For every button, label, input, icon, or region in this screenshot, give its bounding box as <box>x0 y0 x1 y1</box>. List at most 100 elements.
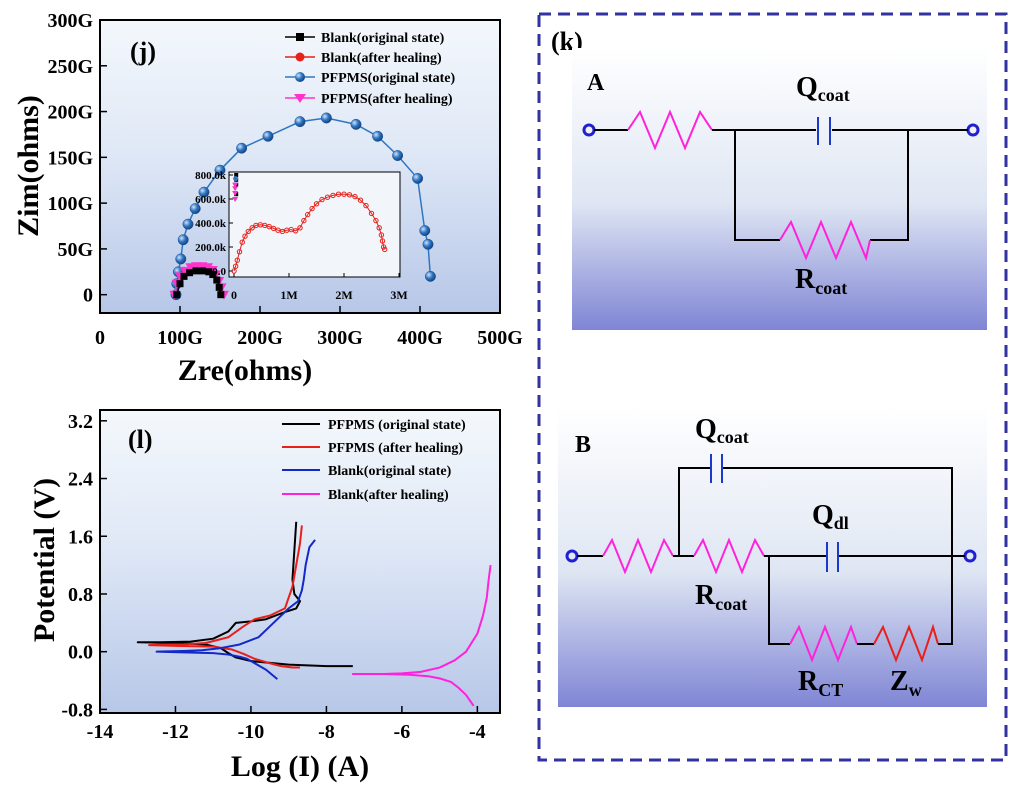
nyquist-point-blank-original-state <box>180 272 188 280</box>
inset-point-blank-after-healing <box>245 228 252 235</box>
inset-point-pfpms-after-healing <box>232 197 239 202</box>
nyquist-point-pfpms-original-state <box>236 142 248 154</box>
legend-label-pfpms-original-tafel: PFPMS (original state) <box>328 418 466 433</box>
inset-point-blank-after-healing <box>379 238 386 244</box>
nyquist-point-pfpms-original-state <box>175 253 187 265</box>
inset-axes: 0 1M 2M 3M 0.0 200.0k 400.0k 600.0k 800.0k <box>195 170 408 302</box>
circuit-a-wire <box>870 130 909 241</box>
inset-point-blank-after-healing <box>335 191 342 197</box>
circuit-a: A Qcoat Rcoat <box>572 48 987 330</box>
tafel-plot-frame <box>99 409 501 714</box>
nyquist-point-blank-original-state <box>173 291 181 299</box>
nyquist-x-axis-label: Zre(ohms) <box>178 354 312 387</box>
nyquist-point-blank-original-state <box>192 267 200 275</box>
inset-point-blank-after-healing <box>376 225 382 231</box>
inset-point-blank-after-healing <box>301 217 307 224</box>
nyquist-point-pfpms-original-state <box>182 218 194 230</box>
inset-point-blank-after-healing <box>330 192 336 199</box>
inset-point-pfpms-after-healing <box>232 182 239 188</box>
nyquist-y-tick-label: 250G <box>47 56 93 78</box>
nyquist-y-tick-label: 50G <box>57 239 93 261</box>
legend-marker-blank-original <box>296 33 304 41</box>
nyquist-plot-frame <box>99 19 501 314</box>
legend-marker-blank-healing <box>295 52 305 62</box>
circuit-a-wire <box>734 130 780 241</box>
inset-y-tick-label: 800.0k <box>195 170 227 182</box>
legend-label-pfpms-healing-tafel: PFPMS (after healing) <box>328 441 463 456</box>
nyquist-point-blank-original-state <box>198 267 206 275</box>
inset-x-tick-label: 1M <box>280 288 297 302</box>
inset-point-blank-after-healing <box>242 233 248 239</box>
nyquist-point-pfpms-original-state <box>412 172 424 184</box>
nyquist-x-tick-label: 300G <box>317 327 363 349</box>
inset-point-blank-after-healing <box>309 205 315 212</box>
tafel-x-tick-label: -4 <box>469 721 486 743</box>
nyquist-point-blank-original-state <box>209 271 217 279</box>
tafel-plot-area <box>100 410 500 713</box>
tafel-axes: -14 -12 -10 -8 -6 -4 -0.8 0.0 0.8 1.6 2.4 3.2 <box>61 411 485 743</box>
tafel-x-tick-label: -10 <box>238 721 265 743</box>
inset-point-pfpms-after-healing <box>232 186 239 192</box>
nyquist-point-pfpms-original-state <box>262 130 274 142</box>
inset-x-tick-label: 2M <box>335 288 352 302</box>
inset-y-tick-label: 200.0k <box>195 242 227 254</box>
nyquist-x-tick-label: 200G <box>237 327 283 349</box>
inset-point-blank-after-healing <box>270 225 277 232</box>
nyquist-y-tick-label: 150G <box>47 147 93 169</box>
tafel-x-axis-label: Log (I) (A) <box>231 750 369 783</box>
inset-point-blank-after-healing <box>297 225 303 231</box>
inset-point-pfpms-after-healing <box>232 191 239 196</box>
circuit-a-label: A <box>587 70 605 96</box>
tafel-y-tick-label: 1.6 <box>68 526 93 548</box>
nyquist-inset: 0 1M 2M 3M 0.0 200.0k 400.0k 600.0k 800.0k <box>195 170 408 302</box>
nyquist-plot-panel: 0 100G 200G 300G 400G 500G 0 50G 100G 150G 200G 250… <box>12 10 523 387</box>
circuit-panel: (k) A Qcoat Rcoat B <box>537 12 1008 762</box>
nyquist-point-blank-original-state <box>213 276 221 284</box>
inset-point-blank-original-state <box>234 173 239 177</box>
nyquist-x-tick-label: 0 <box>95 327 105 349</box>
nyquist-point-pfpms-after-healing <box>207 265 218 275</box>
nyquist-point-pfpms-original-state <box>189 203 201 215</box>
circuit-b-r-coat-resistor <box>693 537 765 575</box>
inset-y-tick-label: 600.0k <box>195 194 227 206</box>
inset-point-blank-after-healing <box>382 246 388 253</box>
nyquist-point-pfpms-after-healing <box>179 266 190 276</box>
tafel-x-tick-label: -6 <box>394 721 411 743</box>
inset-point-blank-original-state <box>234 192 239 197</box>
tafel-y-tick-label: 0.0 <box>68 642 93 664</box>
nyquist-point-pfpms-original-state <box>350 118 362 130</box>
circuit-a-r-coat-label: Rcoat <box>795 264 847 298</box>
nyquist-point-blank-original-state <box>186 269 194 277</box>
inset-plot-frame <box>228 171 401 278</box>
tafel-x-tick-label: -14 <box>87 721 114 743</box>
nyquist-point-blank-original-state <box>217 291 225 299</box>
nyquist-y-axis-label: Zim(ohms) <box>12 95 45 237</box>
nyquist-legend: Blank(original state) Blank(after healin… <box>285 31 455 107</box>
inset-point-blank-after-healing <box>368 210 375 217</box>
circuit-b-label: B <box>575 432 591 458</box>
circuit-b-solution-resistor <box>602 537 674 575</box>
circuit-panel-frame <box>537 12 1008 762</box>
tafel-line-blank-after-healing <box>351 564 492 707</box>
inset-point-blank-after-healing <box>249 225 255 231</box>
tafel-x-tick-label: -8 <box>318 721 335 743</box>
inset-line-blank-after-healing <box>233 193 386 272</box>
nyquist-y-tick-label: 200G <box>47 102 93 124</box>
inset-point-blank-after-healing <box>313 201 320 207</box>
inset-point-blank-after-healing <box>324 194 331 200</box>
tafel-legend: PFPMS (original state) PFPMS (after heal… <box>282 418 466 503</box>
inset-y-tick-label: 0.0 <box>212 266 226 278</box>
inset-point-blank-after-healing <box>352 193 358 200</box>
inset-point-blank-after-healing <box>292 228 299 234</box>
inset-point-blank-after-healing <box>341 191 347 197</box>
nyquist-point-pfpms-original-state <box>177 234 189 246</box>
tafel-y-tick-label: -0.8 <box>61 699 93 721</box>
inset-point-blank-after-healing <box>373 217 379 224</box>
nyquist-y-tick-label: 100G <box>47 193 93 215</box>
nyquist-point-pfpms-original-state <box>214 164 226 176</box>
inset-point-pfpms-original-state <box>233 176 239 182</box>
tafel-line-blank-original-state <box>155 539 316 680</box>
inset-x-tick-label: 3M <box>390 288 407 302</box>
inset-point-blank-after-healing <box>378 232 385 238</box>
